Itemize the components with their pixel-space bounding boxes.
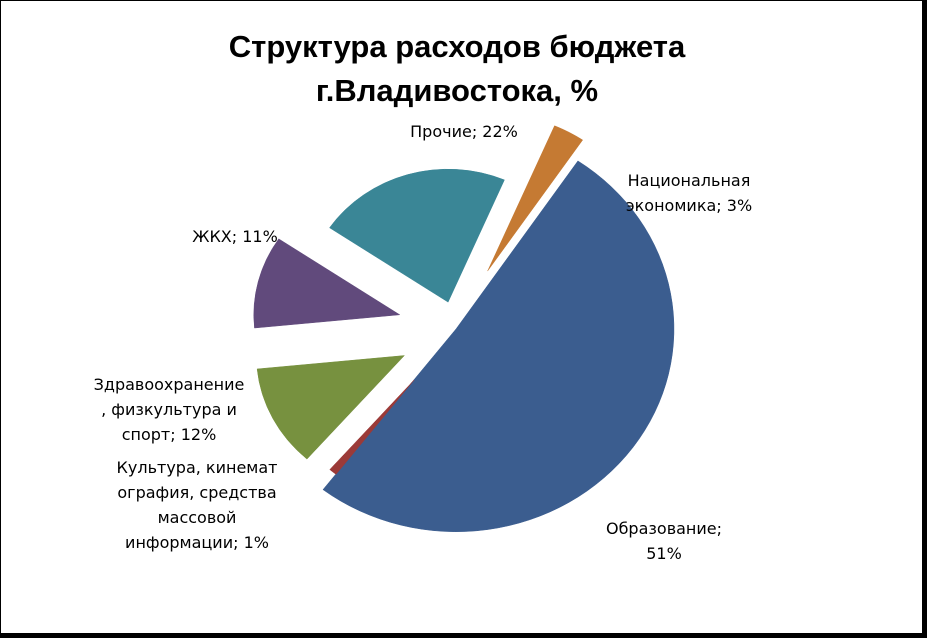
slice-label-line: спорт; 12% xyxy=(122,425,217,444)
slice-labels: Образование; 51% Культура, кинемат ография,… xyxy=(94,122,753,563)
slice-label-4: ЖКХ; 11% xyxy=(192,227,278,246)
slice-label-2: Культура, кинемат ография, средства массов… xyxy=(117,458,278,552)
slice-label-line: Прочие; 22% xyxy=(410,122,518,141)
slice-label-line: Здравоохранение xyxy=(94,375,245,394)
chart-title-line-2: г.Владивостока, % xyxy=(316,73,598,108)
slice-label-line: , физкультура и xyxy=(101,400,237,419)
pie-slice-5 xyxy=(329,168,505,303)
slice-label-line: Образование; xyxy=(606,519,722,538)
pie-slice-4 xyxy=(253,238,401,329)
pie-slice-6 xyxy=(487,125,584,272)
chart-title-line-1: Структура расходов бюджета xyxy=(229,29,686,64)
pie-slices xyxy=(253,125,675,532)
slice-label-line: ЖКХ; 11% xyxy=(192,227,278,246)
slice-label-line: массовой xyxy=(158,508,237,527)
slice-label-line: информации; 1% xyxy=(125,533,269,552)
slice-label-1: Образование; 51% xyxy=(606,519,722,563)
slice-label-6: Национальная экономика; 3% xyxy=(626,171,752,215)
slice-label-line: экономика; 3% xyxy=(626,196,752,215)
pie-slice-2 xyxy=(329,379,415,475)
slice-label-3: Здравоохранение , физкультура и спорт; 12% xyxy=(94,375,245,444)
slice-label-5: Прочие; 22% xyxy=(410,122,518,141)
slice-label-line: 51% xyxy=(646,544,682,563)
slice-label-line: Национальная xyxy=(628,171,751,190)
slice-label-line: ография, средства xyxy=(117,483,276,502)
slice-label-line: Культура, кинемат xyxy=(117,458,278,477)
pie-slice-1 xyxy=(322,160,675,532)
pie-slice-3 xyxy=(256,355,406,460)
